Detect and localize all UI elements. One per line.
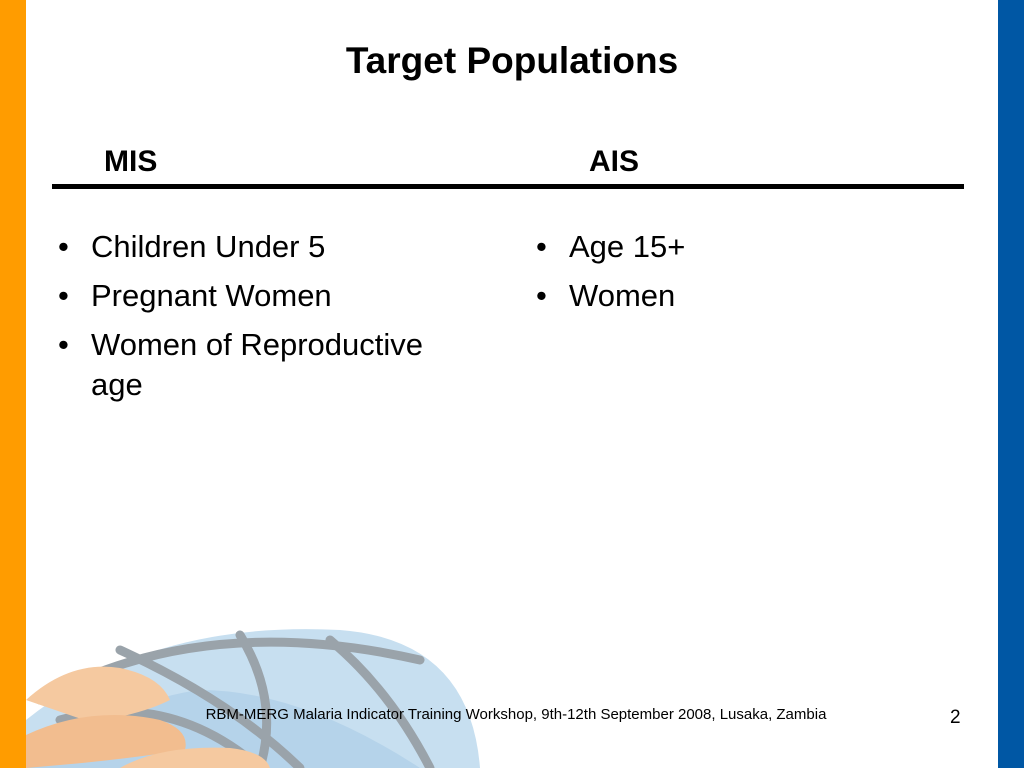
bullet-icon: • bbox=[58, 327, 69, 362]
bullet-icon: • bbox=[58, 278, 69, 313]
list-item: • Age 15+ bbox=[530, 227, 930, 267]
bullet-icon: • bbox=[58, 229, 69, 264]
list-item-text: Women bbox=[569, 278, 676, 313]
list-item: • Women bbox=[530, 276, 930, 316]
footer-text: RBM-MERG Malaria Indicator Training Work… bbox=[205, 706, 827, 723]
slide-footer: RBM-MERG Malaria Indicator Training Work… bbox=[0, 706, 1024, 723]
bullet-icon: • bbox=[536, 278, 547, 313]
page-number: 2 bbox=[950, 707, 961, 728]
slide-title: Target Populations bbox=[345, 40, 679, 81]
list-item: • Pregnant Women bbox=[52, 276, 472, 316]
right-accent-bar bbox=[998, 0, 1024, 768]
bullet-icon: • bbox=[536, 229, 547, 264]
list-item: • Women of Reproductive age bbox=[52, 325, 472, 405]
column-header-mis: MIS bbox=[104, 145, 158, 178]
list-item-text: Pregnant Women bbox=[91, 278, 332, 313]
header-divider bbox=[52, 184, 964, 189]
list-item-text: Women of Reproductive age bbox=[91, 327, 423, 402]
list-item: • Children Under 5 bbox=[52, 227, 472, 267]
list-item-text: Children Under 5 bbox=[91, 229, 326, 264]
column-header-ais: AIS bbox=[589, 145, 640, 178]
left-accent-bar bbox=[0, 0, 26, 768]
list-item-text: Age 15+ bbox=[569, 229, 686, 264]
mis-bullet-list: • Children Under 5 • Pregnant Women • Wo… bbox=[52, 227, 472, 414]
ais-bullet-list: • Age 15+ • Women bbox=[530, 227, 930, 325]
